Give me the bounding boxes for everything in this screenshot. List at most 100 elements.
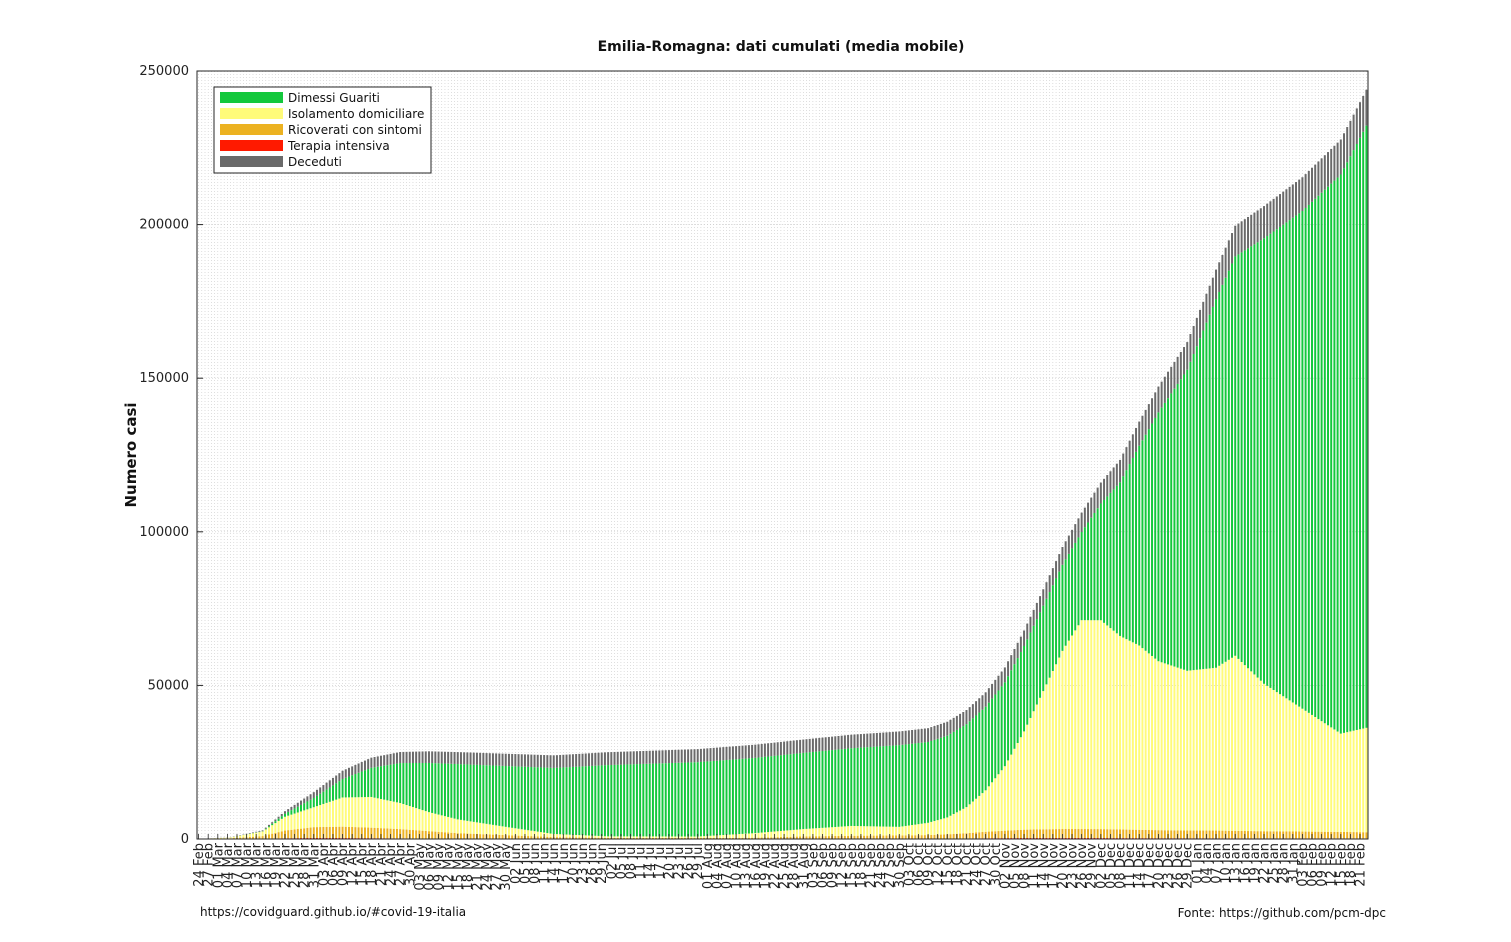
bar-segment — [898, 745, 901, 827]
bar-segment — [959, 833, 962, 839]
bar-segment — [728, 834, 731, 838]
bar-segment — [1039, 837, 1042, 839]
bar-segment — [335, 783, 338, 800]
bar-segment — [498, 765, 501, 826]
bar-segment — [1189, 670, 1192, 831]
bar-segment — [728, 759, 731, 835]
bar-segment — [491, 765, 494, 825]
bar-segment — [1151, 398, 1154, 424]
bar-segment — [1275, 692, 1278, 832]
bar-segment — [456, 764, 459, 820]
x-tick-label: 15 May — [451, 843, 466, 891]
bar-segment — [1058, 657, 1061, 830]
bar-segment — [267, 827, 270, 835]
x-tick-label: 14 Dec — [1133, 843, 1148, 889]
bar-segment — [424, 811, 427, 831]
bar-segment — [549, 755, 552, 768]
bar-segment — [1096, 487, 1099, 509]
bar-segment — [296, 812, 299, 830]
x-tick-label: 03 Oct — [902, 843, 917, 886]
bar-segment — [1352, 114, 1355, 151]
bar-segment — [1304, 831, 1307, 839]
bar-segment — [869, 733, 872, 747]
bar-segment — [645, 836, 648, 838]
bar-segment — [949, 815, 952, 835]
bar-segment — [411, 763, 414, 808]
bar-segment — [818, 737, 821, 752]
bar-segment — [408, 763, 411, 807]
bar-segment — [1003, 766, 1006, 831]
bar-segment — [1272, 198, 1275, 232]
y-tick-label: 150000 — [139, 371, 189, 386]
bar-segment — [968, 721, 971, 805]
bar-segment — [264, 828, 267, 830]
bar-segment — [888, 732, 891, 746]
x-tick-label: 12 Apr — [346, 842, 361, 886]
bar-segment — [1205, 668, 1208, 831]
bar-segment — [1083, 620, 1086, 830]
bar-segment — [683, 762, 686, 837]
bar-segment — [696, 749, 699, 763]
bar-segment — [619, 751, 622, 765]
bar-segment — [1109, 829, 1112, 839]
bar-segment — [331, 800, 334, 827]
bar-segment — [1227, 240, 1230, 271]
bar-segment — [1295, 831, 1298, 839]
bar-segment — [1035, 619, 1038, 705]
bar-segment — [293, 829, 296, 839]
bar-segment — [1051, 585, 1054, 671]
bar-segment — [1119, 829, 1122, 839]
bar-segment — [578, 837, 581, 839]
bar-segment — [1096, 508, 1099, 621]
bar-segment — [735, 746, 738, 760]
bar-segment — [299, 811, 302, 829]
bar-segment — [1179, 830, 1182, 839]
bar-segment — [891, 745, 894, 827]
bar-segment — [1003, 682, 1006, 767]
bar-segment — [360, 762, 363, 772]
bar-segment — [943, 818, 946, 835]
bar-segment — [632, 837, 635, 839]
bar-segment — [1128, 464, 1131, 641]
bar-segment — [1122, 476, 1125, 638]
bar-segment — [760, 832, 763, 838]
bar-segment — [875, 835, 878, 839]
bar-segment — [447, 816, 450, 833]
legend-swatch — [220, 108, 283, 119]
bar-segment — [1074, 837, 1077, 839]
bar-segment — [418, 751, 421, 763]
bar-segment — [930, 834, 933, 839]
bar-segment — [1320, 721, 1323, 832]
bar-segment — [971, 718, 974, 802]
bar-segment — [293, 804, 296, 809]
bar-segment — [1317, 195, 1320, 720]
bar-segment — [498, 834, 501, 839]
x-tick-label: 30 Apr — [403, 842, 418, 886]
bar-segment — [459, 833, 462, 839]
bar-segment — [1061, 564, 1064, 651]
y-tick-label: 100000 — [139, 525, 189, 540]
bar-segment — [1093, 829, 1096, 838]
bar-segment — [706, 761, 709, 836]
bar-segment — [767, 756, 770, 833]
bar-segment — [251, 832, 254, 834]
bar-segment — [1051, 568, 1054, 586]
bar-segment — [1323, 155, 1326, 190]
bar-segment — [1291, 702, 1294, 832]
bar-segment — [1163, 402, 1166, 664]
bar-segment — [399, 752, 402, 764]
bar-segment — [911, 743, 914, 826]
bar-segment — [1157, 386, 1160, 413]
bar-segment — [933, 820, 936, 835]
bar-segment — [530, 836, 533, 839]
bar-segment — [424, 830, 427, 839]
legend-swatch — [220, 156, 283, 167]
bar-segment — [920, 742, 923, 824]
bar-segment — [559, 837, 562, 839]
bar-segment — [555, 837, 558, 839]
bar-segment — [1096, 829, 1099, 839]
bar-segment — [354, 797, 357, 828]
x-tick-label: 07 Aug — [720, 843, 735, 889]
bar-segment — [1186, 670, 1189, 831]
